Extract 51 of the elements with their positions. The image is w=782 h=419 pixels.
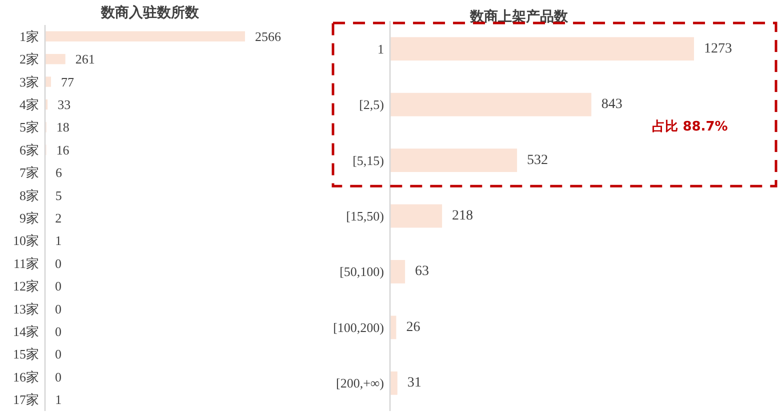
y-tick-label: 17家 [13,392,39,408]
y-tick-label: 1家 [20,28,39,44]
y-tick-label: 4家 [20,96,39,112]
y-tick-label: 16家 [13,369,39,384]
y-tick-label: [50,100) [340,264,384,280]
data-label: 0 [55,369,62,384]
y-tick-label: 2家 [20,52,39,67]
data-label: 218 [452,208,474,224]
y-tick-label: 15家 [13,346,39,362]
data-label: 26 [406,320,420,335]
data-label: 16 [56,142,70,158]
data-label: 2 [55,210,62,226]
y-tick-label: 6家 [20,142,39,158]
data-label: 18 [56,120,70,135]
data-label: 532 [527,152,548,168]
y-tick-label: 1 [378,41,384,56]
data-label: 1 [55,233,62,248]
data-label: 77 [61,74,74,90]
y-tick-label: 9家 [20,210,39,226]
data-label: 63 [415,264,430,280]
data-label: 0 [55,256,62,271]
y-tick-label: [5,15) [352,152,384,168]
y-tick-label: 13家 [13,301,39,316]
data-label: 0 [55,324,62,340]
y-tick-label: 14家 [13,324,39,340]
y-tick-label: [200,+∞) [336,376,384,391]
data-label: 1273 [704,41,732,56]
y-tick-label: [2,5) [359,97,384,112]
data-label: 33 [58,96,71,112]
y-tick-label: 12家 [13,278,39,294]
y-tick-label: 3家 [20,74,39,90]
y-tick-label: 10家 [13,233,39,248]
y-tick-label: 11家 [13,256,39,271]
chart-title: 数商上架产品数 [469,8,569,25]
y-tick-label: 7家 [20,165,39,180]
data-label: 6 [55,165,62,180]
data-label: 843 [601,97,622,112]
y-tick-label: [100,200) [333,320,384,335]
data-label: 5 [55,188,62,203]
y-tick-label: 8家 [20,188,39,203]
data-label: 0 [55,301,62,316]
data-label: 1 [55,392,62,408]
y-tick-label: 5家 [20,120,39,135]
chart-title: 数商入驻数所数 [100,4,200,21]
annotation: 占比 88.7% [652,119,728,134]
y-tick-label: [15,50) [346,208,384,224]
data-label: 0 [55,278,62,294]
data-label: 261 [75,52,95,67]
data-label: 31 [407,376,422,391]
data-label: 2566 [255,28,282,44]
data-label: 0 [55,346,62,362]
